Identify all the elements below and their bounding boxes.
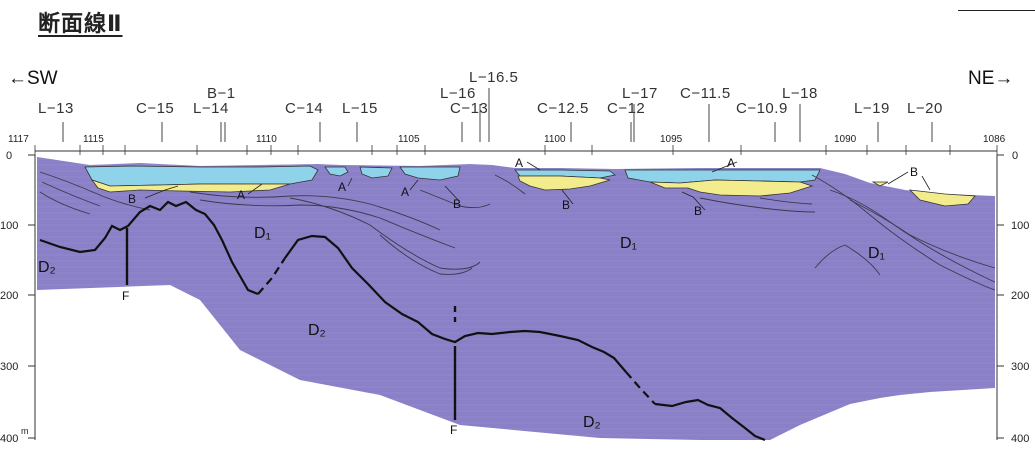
- km-label: 1090: [834, 134, 857, 145]
- unit-d2-label: D₂: [38, 259, 56, 276]
- borehole-label: C−12.5: [537, 100, 589, 117]
- borehole-label: C−14: [285, 100, 323, 117]
- depth-unit-label: m: [21, 426, 29, 436]
- unit-a-label: A: [515, 156, 523, 170]
- depth-label: 100: [1011, 220, 1029, 232]
- borehole-label: C−15: [136, 100, 174, 117]
- unit-d-texture: [37, 157, 995, 440]
- unit-a-label: A: [401, 185, 409, 199]
- km-label: 1115: [83, 134, 104, 145]
- borehole-label: C−12: [607, 100, 645, 117]
- depth-label: 100: [0, 220, 18, 232]
- borehole-label: L−14: [193, 100, 229, 117]
- unit-b-deposits: [90, 175, 976, 207]
- km-axis-ticks: [34, 145, 998, 155]
- borehole-label: C−13: [450, 100, 488, 117]
- fault-label: F: [450, 423, 457, 437]
- layering-lines: [39, 171, 996, 291]
- unit-d1-label: D₁: [620, 235, 637, 252]
- borehole-label: L−17: [622, 85, 658, 102]
- km-label: 1095: [660, 134, 683, 145]
- borehole-label: L−13: [38, 100, 74, 117]
- unit-a-label: A: [338, 180, 346, 194]
- unit-d1-label: D₁: [868, 245, 885, 262]
- depth-label: 200: [1011, 290, 1029, 302]
- borehole-label: L−20: [907, 100, 943, 117]
- left-depth-axis: 0 100 200 300 400 m: [0, 150, 36, 445]
- right-depth-axis: 0 100 200 300 400: [996, 150, 1029, 445]
- d1-d2-boundary: [284, 234, 627, 373]
- borehole-labels: L−13 C−15 L−14 B−1 C−14 L−15 L−16 L−16.5…: [38, 69, 943, 117]
- section-title: 断面線Ⅱ: [38, 12, 123, 37]
- km-label: 1105: [398, 134, 420, 145]
- unit-b-label: B: [694, 204, 702, 218]
- depth-label: 400: [0, 433, 18, 445]
- km-label: 1100: [544, 134, 566, 145]
- unit-b-label: B: [910, 165, 918, 179]
- borehole-label: B−1: [207, 85, 236, 102]
- unit-labels: D₁ D₁ D₁ D₂ D₂ D₂ F F A A A A A B B B B …: [38, 156, 918, 437]
- depth-label: 200: [0, 290, 18, 302]
- direction-ne-label: NE→: [968, 68, 1013, 89]
- km-labels: 1117 1115 1110 1105 1100 1095 1090 1086: [8, 134, 1006, 145]
- unit-d2-label: D₂: [308, 322, 326, 339]
- km-label: 1117: [8, 134, 29, 145]
- borehole-label: L−15: [342, 100, 378, 117]
- unit-b-label: B: [562, 198, 570, 212]
- unit-b-label: B: [128, 192, 136, 206]
- borehole-label: C−10.9: [736, 100, 788, 117]
- unit-d2-label: D₂: [583, 414, 601, 431]
- borehole-label: C−11.5: [680, 85, 731, 102]
- borehole-label: L−16.5: [469, 69, 518, 86]
- unit-d1-label: D₁: [254, 225, 271, 242]
- depth-label: 300: [1011, 361, 1029, 373]
- label-leader-lines: [144, 161, 931, 211]
- d1-d2-boundary-inferred: [625, 371, 656, 405]
- depth-label: 0: [1012, 150, 1018, 162]
- borehole-label: L−18: [782, 85, 818, 102]
- unit-a-label: A: [237, 188, 245, 202]
- depth-label: 0: [6, 150, 12, 162]
- depth-label: 400: [1011, 433, 1029, 445]
- km-label: 1086: [983, 134, 1006, 145]
- unit-a-label: A: [727, 156, 735, 170]
- d1-d2-boundary-inferred: [257, 257, 286, 295]
- d1-d2-boundary: [39, 200, 259, 296]
- borehole-label: L−19: [854, 100, 890, 117]
- fault-lines: [125, 228, 457, 420]
- km-label: 1110: [256, 134, 277, 145]
- borehole-label: L−16: [440, 85, 476, 102]
- fault-label: F: [122, 289, 129, 303]
- depth-label: 300: [0, 361, 18, 373]
- unit-b-label: B: [453, 197, 461, 211]
- top-right-rule: [958, 10, 1035, 11]
- d1-d2-boundary: [654, 398, 766, 442]
- borehole-ticks: [62, 88, 933, 142]
- direction-sw-label: ←SW: [8, 68, 58, 89]
